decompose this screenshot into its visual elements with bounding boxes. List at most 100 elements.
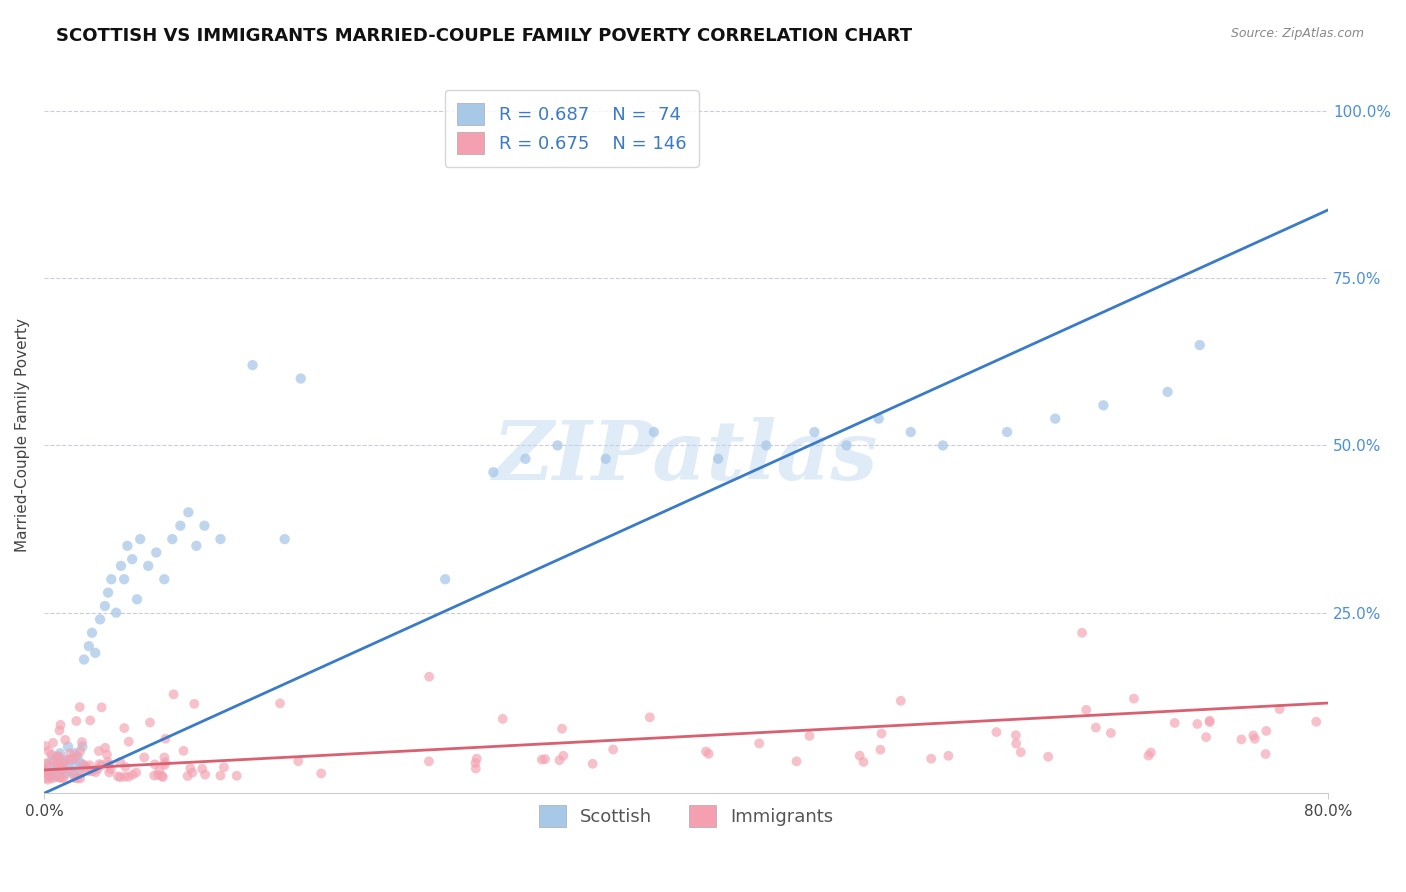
- Point: [41, 772, 63, 786]
- Point: [35, 771, 58, 785]
- Point: [553, 748, 575, 763]
- Point: [434, 572, 457, 586]
- Point: [60, 764, 83, 779]
- Point: [63, 752, 86, 766]
- Point: [45, 770, 67, 784]
- Text: SCOTTISH VS IMMIGRANTS MARRIED-COUPLE FAMILY POVERTY CORRELATION CHART: SCOTTISH VS IMMIGRANTS MARRIED-COUPLE FA…: [56, 27, 912, 45]
- Point: [152, 770, 174, 784]
- Point: [900, 425, 922, 439]
- Point: [1005, 728, 1028, 742]
- Point: [1122, 691, 1144, 706]
- Point: [117, 539, 139, 553]
- Point: [186, 539, 208, 553]
- Point: [869, 742, 891, 756]
- Point: [148, 764, 170, 778]
- Point: [146, 768, 169, 782]
- Point: [41, 753, 63, 767]
- Point: [65, 714, 87, 728]
- Point: [82, 764, 104, 778]
- Point: [870, 726, 893, 740]
- Point: [136, 558, 159, 573]
- Point: [1084, 721, 1107, 735]
- Point: [112, 721, 135, 735]
- Point: [34, 739, 56, 753]
- Point: [63, 771, 86, 785]
- Point: [183, 697, 205, 711]
- Point: [209, 532, 232, 546]
- Point: [42, 736, 65, 750]
- Point: [173, 744, 195, 758]
- Point: [53, 732, 76, 747]
- Point: [1010, 745, 1032, 759]
- Point: [52, 771, 75, 785]
- Point: [108, 755, 131, 769]
- Point: [89, 612, 111, 626]
- Point: [1005, 737, 1028, 751]
- Point: [46, 749, 69, 764]
- Point: [65, 759, 87, 773]
- Point: [41, 747, 63, 762]
- Point: [212, 760, 235, 774]
- Point: [79, 764, 101, 778]
- Point: [52, 756, 75, 771]
- Point: [1268, 702, 1291, 716]
- Point: [1071, 625, 1094, 640]
- Point: [55, 766, 77, 780]
- Point: [638, 710, 661, 724]
- Point: [45, 749, 67, 764]
- Point: [117, 770, 139, 784]
- Point: [84, 765, 107, 780]
- Point: [209, 768, 232, 782]
- Point: [35, 766, 58, 780]
- Point: [69, 700, 91, 714]
- Point: [1038, 749, 1060, 764]
- Point: [179, 761, 201, 775]
- Point: [287, 754, 309, 768]
- Point: [75, 760, 97, 774]
- Point: [39, 770, 62, 784]
- Point: [1198, 714, 1220, 729]
- Point: [748, 736, 770, 750]
- Point: [464, 756, 486, 770]
- Point: [418, 670, 440, 684]
- Point: [34, 763, 56, 777]
- Point: [153, 572, 176, 586]
- Text: ZIPatlas: ZIPatlas: [494, 417, 879, 497]
- Point: [465, 752, 488, 766]
- Y-axis label: Married-Couple Family Poverty: Married-Couple Family Poverty: [15, 318, 30, 552]
- Point: [52, 763, 75, 777]
- Point: [51, 771, 73, 785]
- Point: [134, 750, 156, 764]
- Point: [118, 734, 141, 748]
- Point: [121, 767, 143, 781]
- Point: [56, 739, 79, 754]
- Point: [44, 759, 66, 773]
- Point: [1092, 398, 1115, 412]
- Point: [920, 752, 942, 766]
- Point: [1164, 715, 1187, 730]
- Point: [114, 760, 136, 774]
- Point: [98, 765, 121, 780]
- Point: [697, 747, 720, 761]
- Point: [242, 358, 264, 372]
- Point: [80, 625, 103, 640]
- Point: [37, 756, 59, 771]
- Point: [530, 753, 553, 767]
- Legend: Scottish, Immigrants: Scottish, Immigrants: [531, 798, 841, 834]
- Point: [786, 754, 808, 768]
- Point: [49, 762, 72, 776]
- Point: [309, 766, 332, 780]
- Point: [707, 451, 730, 466]
- Point: [49, 746, 72, 760]
- Point: [1156, 384, 1178, 399]
- Point: [34, 756, 56, 771]
- Point: [803, 425, 825, 439]
- Point: [194, 767, 217, 781]
- Point: [58, 763, 80, 777]
- Point: [1045, 411, 1067, 425]
- Point: [177, 505, 200, 519]
- Point: [94, 599, 117, 613]
- Point: [482, 465, 505, 479]
- Point: [114, 770, 136, 784]
- Point: [97, 585, 120, 599]
